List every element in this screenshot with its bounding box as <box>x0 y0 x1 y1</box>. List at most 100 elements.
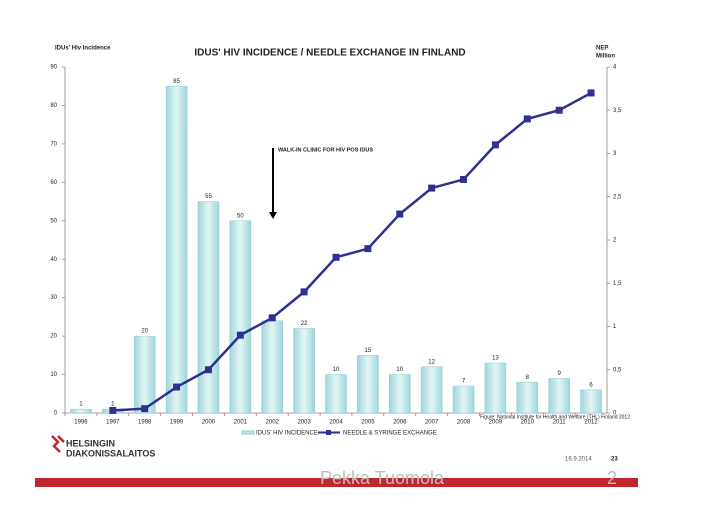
bar <box>261 320 284 414</box>
arrowhead <box>269 212 277 219</box>
bar <box>165 85 188 414</box>
data-label: 9 <box>558 371 562 377</box>
x-tick-label: 2004 <box>329 420 343 426</box>
y2-tick-label: 1,5 <box>613 281 622 287</box>
y-tick-label: 0 <box>54 411 58 417</box>
data-label: 22 <box>301 321 308 327</box>
legend-swatch <box>241 430 255 435</box>
y2-tick-label: 0 <box>613 411 617 417</box>
data-label: 1 <box>111 402 115 408</box>
x-tick-label: 2009 <box>489 420 503 426</box>
y2-tick-label: 1 <box>613 324 617 330</box>
y2-tick-label: 0,5 <box>613 367 622 373</box>
bar <box>580 389 602 414</box>
date: 16.9.2014 <box>565 457 592 463</box>
data-label: 1 <box>79 402 83 408</box>
point <box>587 89 595 97</box>
y-axis-label: IDUs' Hiv Incidence <box>55 46 111 52</box>
data-label: 20 <box>141 329 148 335</box>
legend-label: IDUS' HIV INCIDENCE <box>256 431 318 437</box>
data-label: 85 <box>173 79 180 85</box>
bar <box>197 201 220 414</box>
y-tick-label: 50 <box>50 218 57 224</box>
point <box>523 115 531 123</box>
x-tick-label: 1996 <box>74 420 88 426</box>
point <box>396 210 404 218</box>
y-tick-label: 70 <box>50 141 57 147</box>
point <box>460 175 468 183</box>
x-tick-label: 2005 <box>361 420 375 426</box>
bar <box>484 362 507 414</box>
bar <box>229 220 252 414</box>
line <box>112 91 592 412</box>
point <box>555 106 563 114</box>
y-tick-label: 20 <box>50 334 57 340</box>
logo-text: HELSINGIN <box>66 438 115 448</box>
logo: HELSINGIN DIAKONISSALAITOS <box>51 435 155 458</box>
x-tick-label: 2000 <box>202 420 216 426</box>
y-tick-label: 30 <box>50 295 57 301</box>
bar <box>325 374 347 414</box>
bar <box>548 378 570 414</box>
x-tick-label: 2007 <box>425 420 439 426</box>
x-tick-label: 2008 <box>457 420 471 426</box>
data-label: 10 <box>396 367 403 373</box>
data-label: 8 <box>526 375 530 381</box>
data-label: 55 <box>205 194 212 200</box>
data-label: 13 <box>492 356 499 362</box>
x-tick-label: 1997 <box>106 420 120 426</box>
data-label: 7 <box>462 379 466 385</box>
point <box>109 406 117 414</box>
bar <box>133 335 156 414</box>
point <box>204 366 212 374</box>
y-tick-label: 60 <box>50 180 57 186</box>
bar <box>516 381 539 414</box>
data-label: 6 <box>589 383 593 389</box>
x-tick-label: 1999 <box>170 420 184 426</box>
bar <box>70 408 92 414</box>
logo-text: DIAKONISSALAITOS <box>66 448 155 458</box>
data-label: 10 <box>333 367 340 373</box>
point <box>173 383 181 391</box>
y-tick-label: 80 <box>50 103 57 109</box>
x-tick-label: 2011 <box>553 420 567 426</box>
data-label: 12 <box>428 359 435 365</box>
x-tick-label: 2012 <box>584 420 598 426</box>
y2-axis-label: NEP <box>596 46 608 52</box>
y2-tick-label: 4 <box>613 65 617 71</box>
y-tick-label: 10 <box>50 372 57 378</box>
annotation: WALK-IN CLINIC FOR HIV POS IDUS <box>278 147 373 153</box>
y-tick-label: 40 <box>50 257 57 263</box>
y2-tick-label: 3,5 <box>613 108 622 114</box>
legend-swatch <box>326 430 331 435</box>
point <box>141 405 149 413</box>
point <box>364 245 372 253</box>
x-tick-label: 2002 <box>266 420 280 426</box>
y2-axis-label: Million <box>596 54 615 60</box>
source: Figure: National Institute for Health an… <box>480 414 630 420</box>
legend-label: NEEDLE & SYRINGE EXCHANGE <box>343 431 437 437</box>
data-label: 15 <box>365 348 372 354</box>
bar <box>388 374 411 414</box>
point <box>332 253 340 261</box>
y2-tick-label: 3 <box>613 151 617 157</box>
point <box>300 288 308 296</box>
x-tick-label: 1998 <box>138 420 152 426</box>
point <box>491 141 499 149</box>
y-tick-label: 90 <box>50 65 57 71</box>
slide-number: 23 <box>611 457 618 463</box>
y2-tick-label: 2 <box>613 238 617 244</box>
point <box>268 314 276 322</box>
x-tick-label: 2003 <box>297 420 311 426</box>
bar <box>357 355 379 414</box>
footer-bar <box>35 478 638 487</box>
bar <box>293 328 315 414</box>
x-tick-label: 2010 <box>521 420 535 426</box>
x-tick-label: 2006 <box>393 420 407 426</box>
page-number: 2 <box>607 468 617 488</box>
chart-title: IDUS' HIV INCIDENCE / NEEDLE EXCHANGE IN… <box>194 48 465 59</box>
point <box>236 331 244 339</box>
data-label: 50 <box>237 213 244 219</box>
point <box>428 184 436 192</box>
